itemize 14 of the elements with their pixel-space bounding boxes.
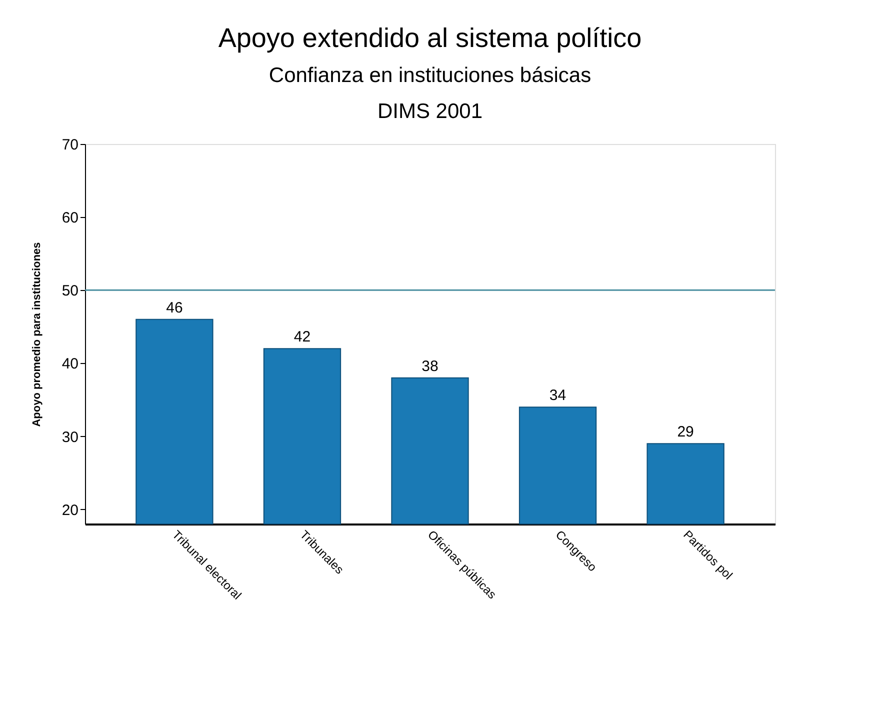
y-tick-label: 70 — [62, 136, 78, 154]
data-label: 42 — [294, 328, 311, 346]
y-tick-label: 30 — [62, 428, 78, 446]
y-tick-label: 20 — [62, 502, 78, 519]
data-label: 38 — [422, 358, 438, 375]
data-label: 34 — [549, 387, 566, 404]
y-axis-title: Apoyo promedio para instituciones — [30, 242, 43, 427]
y-tick-label: 50 — [62, 282, 78, 300]
data-label: 46 — [166, 299, 183, 316]
data-label: 29 — [677, 424, 694, 441]
chart-title: Apoyo extendido al sistema político — [218, 23, 642, 53]
chart-subtitle: Confianza en instituciones básicas DIMS 2001 — [268, 64, 592, 123]
y-tick-label: 60 — [62, 210, 78, 227]
y-tick-label: 40 — [62, 356, 78, 373]
